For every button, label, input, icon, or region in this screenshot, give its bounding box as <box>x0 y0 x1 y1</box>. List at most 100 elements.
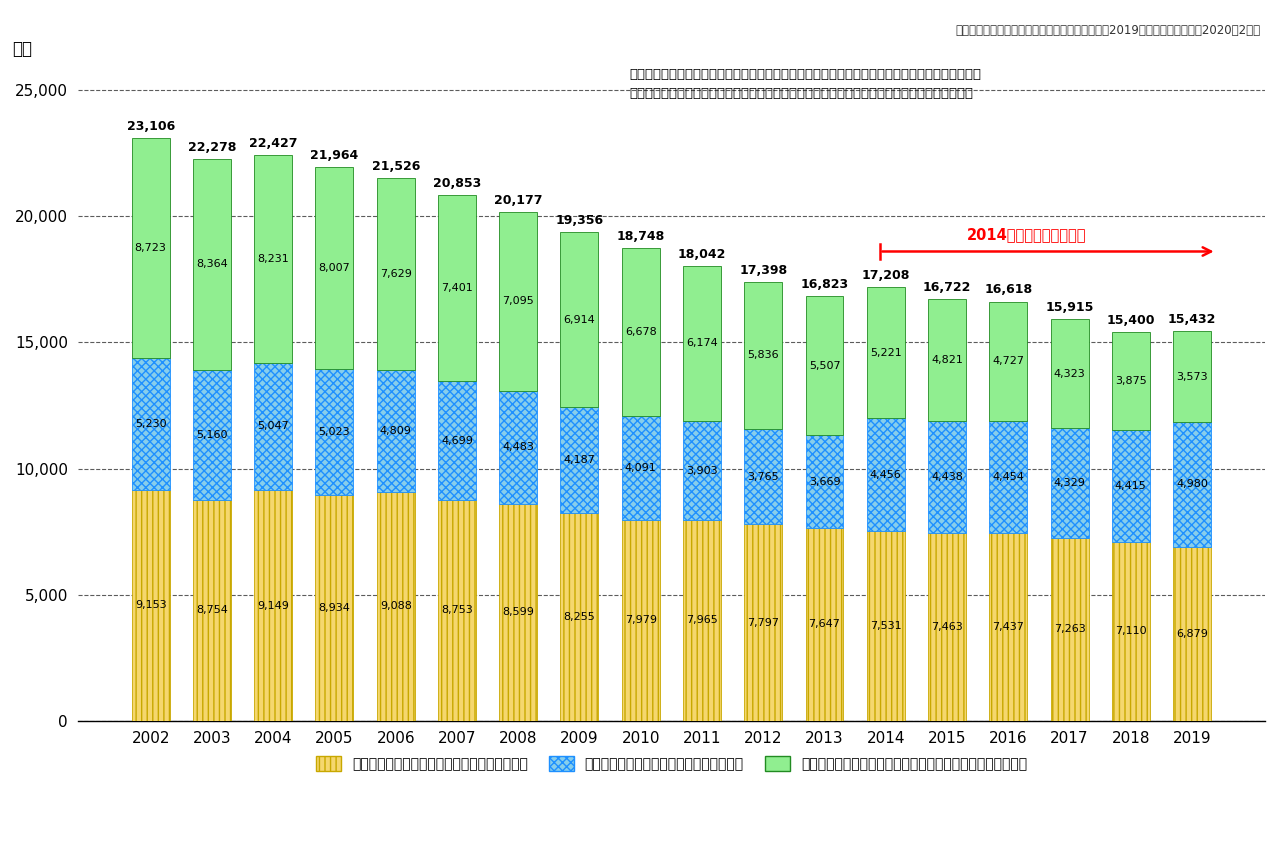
Bar <box>684 520 721 721</box>
Text: 4,091: 4,091 <box>625 463 657 473</box>
Bar <box>928 299 966 420</box>
Text: 6,174: 6,174 <box>686 338 718 348</box>
Bar <box>1051 428 1088 537</box>
Bar <box>1172 421 1211 547</box>
Bar <box>132 358 170 490</box>
Bar <box>561 232 599 407</box>
Text: 20,177: 20,177 <box>494 193 543 207</box>
Text: 4,323: 4,323 <box>1053 369 1085 378</box>
Text: データ出典：出版科学研究所　『出版指標年報』2019年版・『出版月報』2020年2月号: データ出典：出版科学研究所 『出版指標年報』2019年版・『出版月報』2020年… <box>956 24 1261 36</box>
Text: 4,438: 4,438 <box>931 472 963 482</box>
Text: 9,149: 9,149 <box>257 600 289 611</box>
Text: 4,727: 4,727 <box>992 357 1024 366</box>
Text: 8,255: 8,255 <box>563 611 595 621</box>
Bar <box>561 513 599 721</box>
Text: 4,456: 4,456 <box>870 469 901 479</box>
Bar <box>622 520 659 721</box>
Bar <box>315 368 353 495</box>
Text: 7,401: 7,401 <box>442 283 472 293</box>
Bar <box>1051 537 1088 721</box>
Bar <box>1112 542 1149 721</box>
Text: 19,356: 19,356 <box>556 214 604 227</box>
Text: 6,879: 6,879 <box>1176 629 1208 639</box>
Text: 7,965: 7,965 <box>686 616 718 626</box>
Text: 8,753: 8,753 <box>442 606 472 616</box>
Text: 6,914: 6,914 <box>563 315 595 325</box>
Bar <box>1112 430 1149 542</box>
Text: 8,007: 8,007 <box>319 262 351 272</box>
Text: 7,437: 7,437 <box>992 622 1024 632</box>
Text: 20,853: 20,853 <box>433 177 481 189</box>
Bar <box>255 490 292 721</box>
Bar <box>744 524 782 721</box>
Text: 21,526: 21,526 <box>371 160 420 172</box>
Bar <box>867 419 905 531</box>
Text: 8,754: 8,754 <box>196 606 228 616</box>
Bar <box>255 155 292 362</box>
Text: 4,415: 4,415 <box>1115 481 1147 491</box>
Bar <box>928 420 966 532</box>
Text: 2014年から電子市場追加: 2014年から電子市場追加 <box>966 228 1087 243</box>
Bar <box>928 532 966 721</box>
Bar <box>438 500 476 721</box>
Bar <box>499 391 538 504</box>
Text: 5,160: 5,160 <box>196 430 228 440</box>
Text: 18,748: 18,748 <box>617 230 664 243</box>
Text: 7,979: 7,979 <box>625 616 657 625</box>
Text: 4,699: 4,699 <box>442 436 472 446</box>
Bar <box>499 212 538 391</box>
Bar <box>744 282 782 429</box>
Bar <box>867 287 905 419</box>
Text: 「書籍」から「書籍扱いコミックス」を除き「電子書籍」を加算、「雑誌」から「雑誌扱いコミッ
クス」と「コミック誌」を除き「電子雑誌」を加算、「コミック」と「電子コ: 「書籍」から「書籍扱いコミックス」を除き「電子書籍」を加算、「雑誌」から「雑誌扱… <box>630 68 982 100</box>
Text: 4,821: 4,821 <box>931 355 963 365</box>
Text: 7,797: 7,797 <box>748 617 780 627</box>
Bar <box>622 416 659 520</box>
Text: 7,110: 7,110 <box>1115 627 1147 637</box>
Bar <box>315 167 353 368</box>
Text: 9,088: 9,088 <box>380 601 412 611</box>
Text: 8,934: 8,934 <box>319 603 351 613</box>
Text: 8,599: 8,599 <box>502 607 534 617</box>
Bar <box>1172 331 1211 421</box>
Bar <box>622 248 659 416</box>
Text: 7,531: 7,531 <box>870 621 901 631</box>
Legend: 書籍（書籍扱いコミックスを除く・電子含む）, コミック（コミック＋コミック誌＋電子）, 雑誌（雑誌扱いコミックス＆コミック誌を除く・電子含む）: 書籍（書籍扱いコミックスを除く・電子含む）, コミック（コミック＋コミック誌＋電… <box>310 750 1033 776</box>
Text: 22,278: 22,278 <box>188 140 236 154</box>
Text: 7,095: 7,095 <box>502 296 534 306</box>
Text: 16,618: 16,618 <box>984 283 1033 297</box>
Bar <box>1051 320 1088 428</box>
Text: 3,669: 3,669 <box>809 477 840 487</box>
Text: 5,047: 5,047 <box>257 421 289 431</box>
Bar <box>193 159 230 370</box>
Bar <box>989 533 1028 721</box>
Text: 4,329: 4,329 <box>1053 478 1085 488</box>
Text: 6,678: 6,678 <box>625 327 657 337</box>
Text: 5,507: 5,507 <box>809 361 840 371</box>
Text: 17,398: 17,398 <box>739 264 787 277</box>
Text: 22,427: 22,427 <box>248 137 297 150</box>
Bar <box>499 504 538 721</box>
Bar <box>376 370 415 492</box>
Bar <box>744 429 782 524</box>
Text: 16,722: 16,722 <box>923 281 972 294</box>
Bar <box>438 382 476 500</box>
Text: 5,836: 5,836 <box>748 351 780 361</box>
Text: 億円: 億円 <box>13 40 32 58</box>
Text: 4,187: 4,187 <box>563 455 595 465</box>
Bar <box>376 492 415 721</box>
Text: 5,023: 5,023 <box>319 427 351 437</box>
Text: 3,573: 3,573 <box>1176 372 1208 382</box>
Bar <box>255 362 292 490</box>
Bar <box>1112 332 1149 430</box>
Bar <box>561 407 599 513</box>
Bar <box>438 194 476 382</box>
Text: 5,221: 5,221 <box>870 347 901 357</box>
Bar <box>805 436 844 528</box>
Bar <box>132 490 170 721</box>
Text: 3,903: 3,903 <box>686 466 718 476</box>
Text: 21,964: 21,964 <box>310 149 358 161</box>
Bar <box>805 296 844 436</box>
Bar <box>315 495 353 721</box>
Text: 23,106: 23,106 <box>127 119 175 133</box>
Bar <box>193 370 230 500</box>
